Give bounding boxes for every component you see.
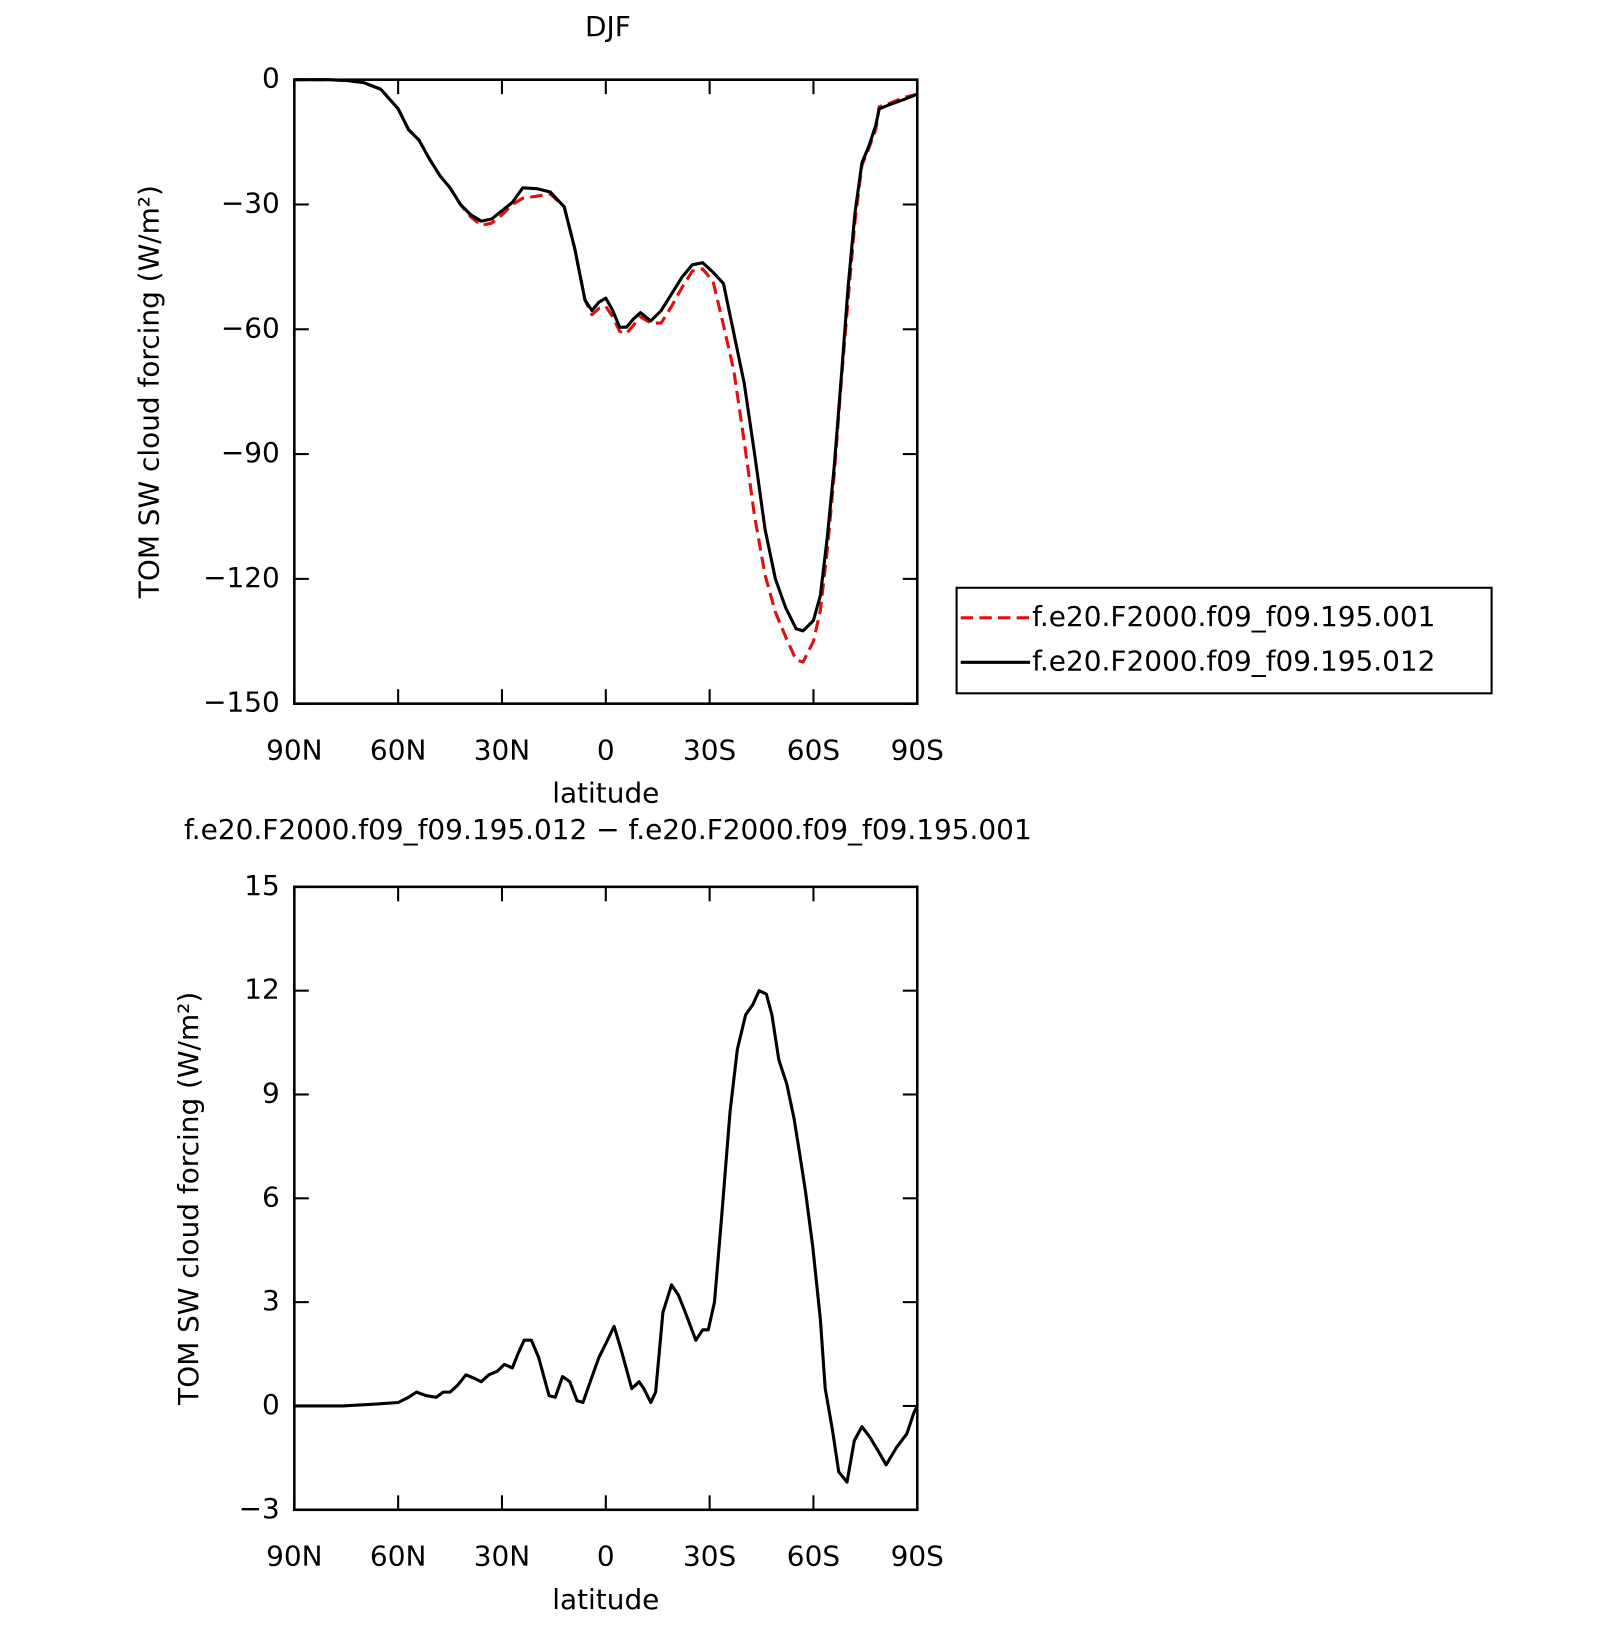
chart-title: DJF <box>585 10 631 43</box>
y-tick-label: 0 <box>262 62 280 95</box>
y-axis-label: TOM SW cloud forcing (W/m²) <box>132 185 165 599</box>
series-line <box>294 989 919 1484</box>
legend-box <box>955 586 1493 695</box>
x-tick-label: 30N <box>474 733 530 766</box>
series-line <box>294 78 918 633</box>
y-tick-label: −3 <box>239 1492 280 1525</box>
plot: f.e20.F2000.f09_f09.195.012 − f.e20.F200… <box>172 813 1032 1616</box>
x-tick-label: 90N <box>266 1539 322 1572</box>
y-tick-label: 12 <box>244 973 280 1006</box>
x-tick-label: 60S <box>787 733 840 766</box>
x-tick-label: 30N <box>474 1539 530 1572</box>
y-tick-label: −150 <box>203 686 280 719</box>
legend-label: f.e20.F2000.f09_f09.195.001 <box>1032 600 1435 633</box>
x-tick-label: 30S <box>683 1539 736 1572</box>
y-tick-label: −30 <box>221 186 280 219</box>
x-axis-label: latitude <box>552 1583 659 1616</box>
plot-frame <box>293 78 919 705</box>
y-tick-label: −90 <box>221 436 280 469</box>
chart-title: f.e20.F2000.f09_f09.195.012 − f.e20.F200… <box>184 813 1032 846</box>
y-tick-label: 15 <box>244 869 280 902</box>
y-tick-label: 3 <box>262 1284 280 1317</box>
y-tick-label: 6 <box>262 1180 280 1213</box>
plot-frame <box>293 885 919 1512</box>
x-tick-label: 0 <box>597 1539 615 1572</box>
x-tick-label: 60N <box>370 733 426 766</box>
legend-label: f.e20.F2000.f09_f09.195.012 <box>1032 644 1435 677</box>
x-axis-label: latitude <box>552 777 659 810</box>
x-tick-label: 90N <box>266 733 322 766</box>
x-tick-label: 0 <box>597 733 615 766</box>
y-axis-label: TOM SW cloud forcing (W/m²) <box>172 992 205 1406</box>
x-tick-label: 60S <box>787 1539 840 1572</box>
plot: DJF latitude TOM SW cloud forcing (W/m²) 90… <box>132 10 1493 810</box>
x-tick-label: 60N <box>370 1539 426 1572</box>
y-tick-label: −60 <box>221 311 280 344</box>
x-tick-label: 90S <box>891 1539 944 1572</box>
x-tick-label: 90S <box>891 733 944 766</box>
y-tick-label: −120 <box>203 561 280 594</box>
y-tick-label: 0 <box>262 1388 280 1421</box>
x-tick-label: 30S <box>683 733 736 766</box>
y-tick-label: 9 <box>262 1076 280 1109</box>
